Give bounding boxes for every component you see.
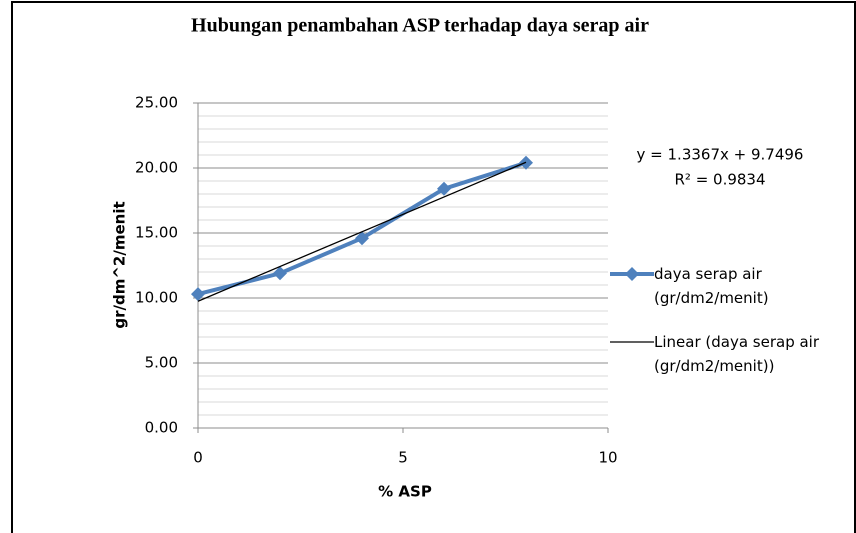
y-tick-label: 25.00	[135, 94, 178, 112]
x-tick-label: 0	[193, 449, 203, 467]
trendline-r2: R² = 0.9834	[674, 171, 765, 189]
data-point	[355, 231, 369, 246]
y-axis-label: gr/dm^2/menit	[111, 201, 129, 328]
data-point	[191, 287, 205, 302]
chart-border	[11, 1, 856, 533]
legend-entry: Linear (daya serap air (gr/dm2/menit))	[610, 330, 850, 378]
x-tick-label: 5	[398, 449, 408, 467]
trendline	[197, 161, 527, 302]
x-axis-label: % ASP	[378, 483, 432, 501]
legend-key	[610, 267, 654, 281]
y-tick-label: 20.00	[135, 159, 178, 177]
legend-label: daya serap air (gr/dm2/menit)	[654, 265, 769, 307]
y-tick-label: 0.00	[145, 419, 178, 437]
y-tick-label: 15.00	[135, 224, 178, 242]
y-tick-label: 5.00	[145, 354, 178, 372]
x-tick-label: 10	[598, 449, 617, 467]
y-tick-label: 10.00	[135, 289, 178, 307]
legend-key	[610, 341, 654, 343]
legend-entry: daya serap air (gr/dm2/menit)	[610, 262, 850, 310]
data-point	[273, 266, 287, 281]
data-point	[437, 181, 451, 196]
legend-marker	[625, 267, 639, 281]
legend-label: Linear (daya serap air (gr/dm2/menit))	[654, 333, 820, 375]
trendline-equation: y = 1.3367x + 9.7496	[637, 146, 804, 164]
chart-title: Hubungan penambahan ASP terhadap daya se…	[191, 15, 649, 37]
